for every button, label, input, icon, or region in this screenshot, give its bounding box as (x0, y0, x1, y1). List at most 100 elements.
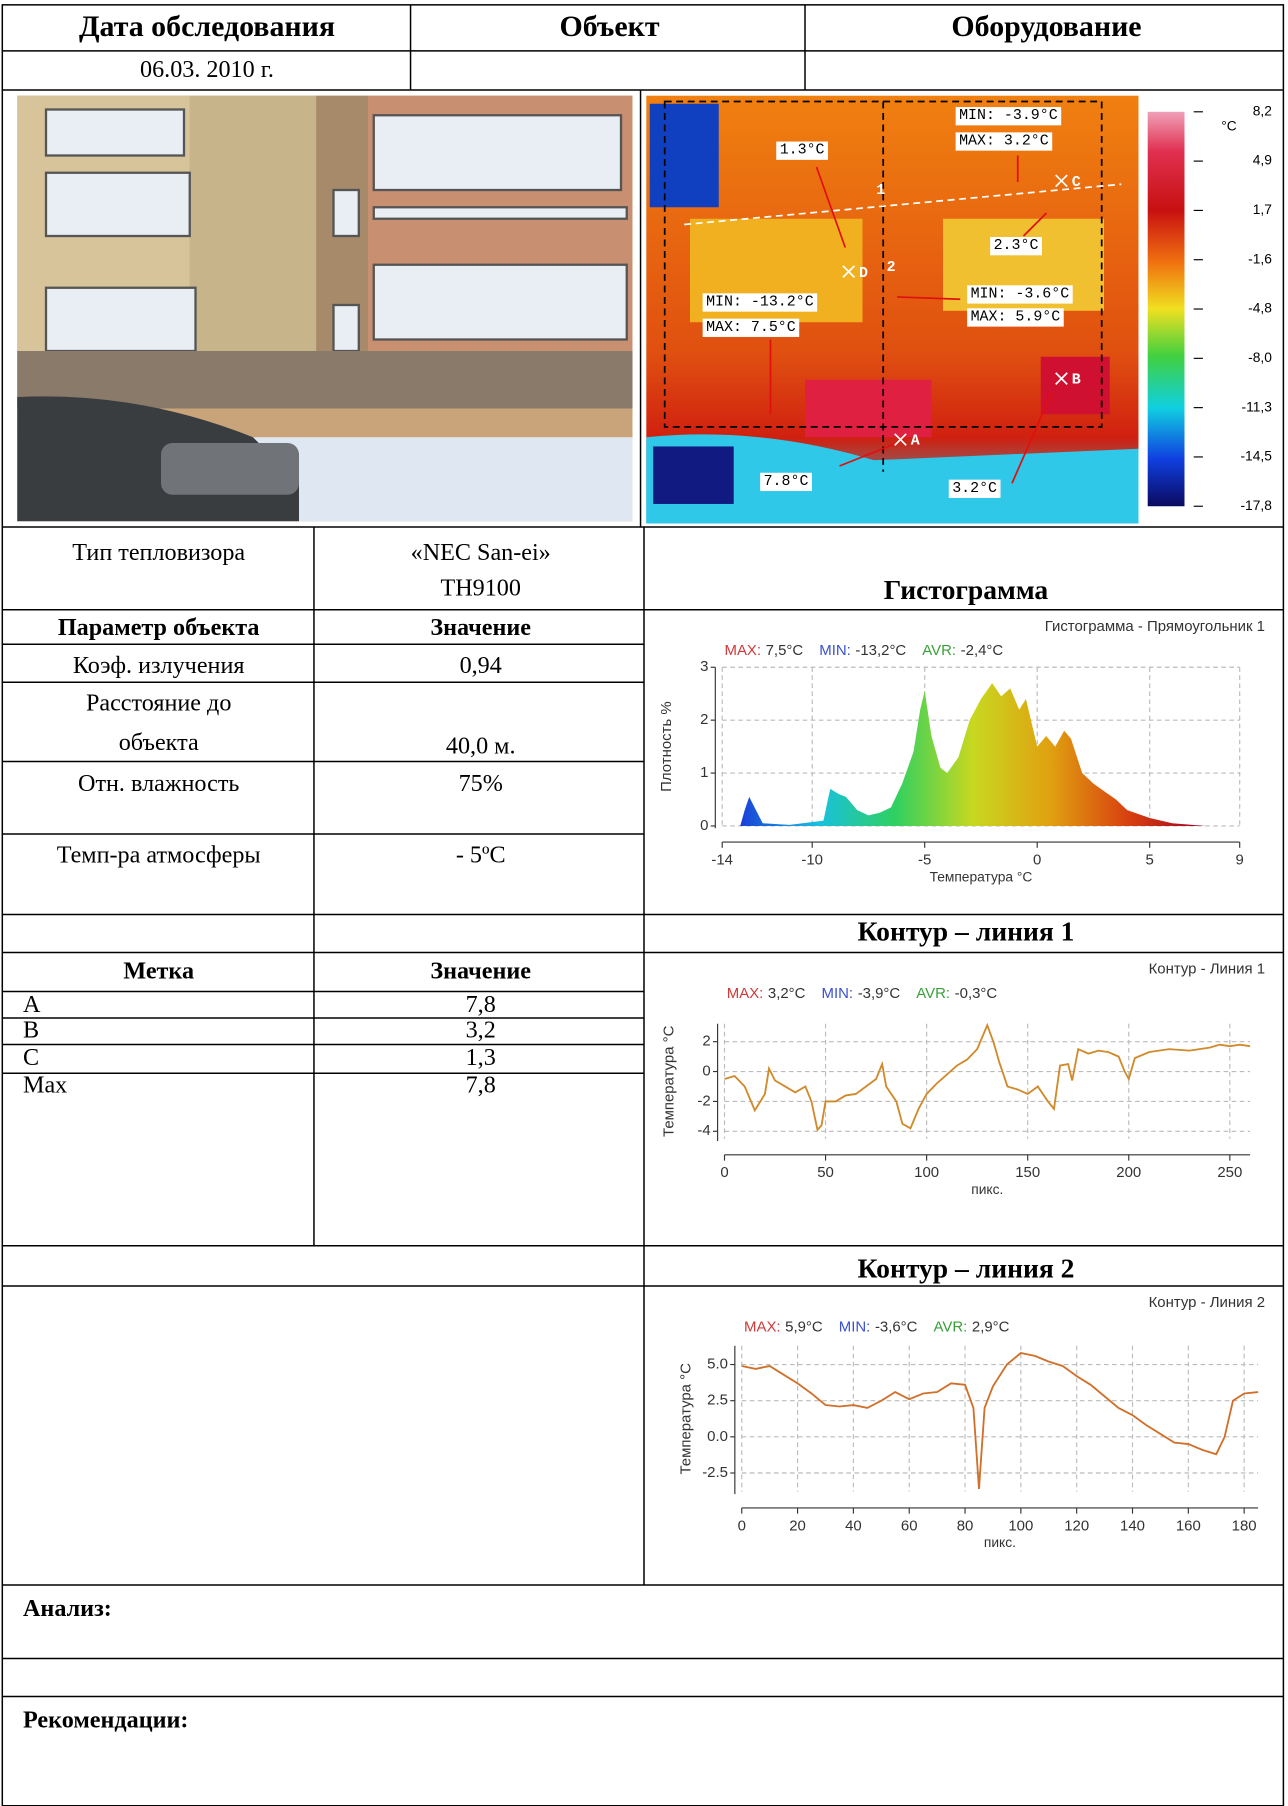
scale-label: -1,6 (1248, 251, 1272, 266)
line-label: 2 (887, 260, 896, 276)
x-tick-label: 180 (1232, 1517, 1257, 1534)
scale-label: -14,5 (1240, 449, 1272, 464)
x-tick-label: 200 (1116, 1164, 1141, 1181)
thermo-annotation: MAX: 3.2°C (959, 134, 1049, 150)
stat-value: -2,4°C (961, 642, 1004, 659)
thermo-annotation: 1.3°C (780, 143, 825, 159)
y-tick-label: 0 (702, 1062, 710, 1079)
table-borders (1, 4, 1285, 1806)
cell-text: Тип тепловизора (72, 539, 245, 566)
y-tick-label: 2 (700, 711, 708, 728)
x-axis-label: пикс. (971, 1182, 1003, 1197)
scale-label: -17,8 (1240, 498, 1272, 513)
chart-heading: Гистограмма (884, 574, 1049, 605)
annotation-box (955, 132, 1053, 151)
x-tick-label: -14 (711, 851, 733, 868)
x-tick-label: 20 (789, 1517, 806, 1534)
chart: Гистограмма - Прямоугольник 1 MAX: 7,5°C MI… (658, 618, 1265, 884)
stat-value: 3,2°C (768, 985, 806, 1002)
stat-label: AVR: (934, 1318, 968, 1335)
thermo-annotation: MIN: -13.2°C (706, 295, 814, 311)
x-tick-label: 60 (901, 1517, 918, 1534)
x-tick-label: 250 (1217, 1164, 1242, 1181)
annotation-box (967, 285, 1073, 304)
scale-label: 1,7 (1253, 202, 1272, 217)
marker-cross (842, 265, 856, 279)
stat-label: MIN: (819, 642, 851, 659)
x-tick-label: 140 (1120, 1517, 1145, 1534)
stat-label: AVR: (922, 642, 956, 659)
profile-line (741, 1351, 1259, 1489)
x-tick-label: 9 (1236, 851, 1244, 868)
x-axis-label: пикс. (984, 1535, 1016, 1550)
cell-text: B (23, 1016, 39, 1043)
y-tick-label: 0 (700, 817, 708, 834)
annotation-box (990, 237, 1042, 256)
marker-cross (1055, 174, 1068, 188)
cell-text: Max (23, 1072, 67, 1099)
stat-value: 5,9°C (785, 1318, 823, 1335)
cell-text: «NEC San-ei» (411, 539, 551, 566)
x-tick-label: 80 (957, 1517, 974, 1534)
cell-text: 7,8 (466, 991, 496, 1018)
line-label: 1 (876, 183, 885, 199)
thermo-annotation: 3.2°C (952, 481, 997, 497)
stat-label: MIN: (839, 1318, 871, 1335)
header-label: Дата обследования (79, 10, 335, 43)
scale-label: -11,3 (1242, 399, 1273, 414)
x-tick-label: 120 (1064, 1517, 1089, 1534)
scale-unit: °C (1221, 118, 1237, 133)
marker-cross (1055, 372, 1068, 385)
column-header: Метка (123, 958, 194, 985)
x-tick-label: 160 (1176, 1517, 1201, 1534)
annotation-box (760, 472, 812, 492)
x-tick-label: 0 (1033, 851, 1041, 868)
cell-text: 3,2 (466, 1016, 496, 1043)
cell-text: A (23, 991, 41, 1018)
stat-label: MAX: (725, 642, 762, 659)
stat-value: -3,6°C (875, 1318, 918, 1335)
x-tick-label: 5 (1146, 851, 1154, 868)
x-tick-label: -5 (918, 851, 931, 868)
y-axis-label: Плотность % (658, 701, 675, 792)
thermo-annotation: MIN: -3.6°C (971, 286, 1070, 302)
chart-title: Контур - Линия 1 (1149, 961, 1265, 978)
y-tick-label: -4 (697, 1122, 710, 1139)
thermo-annotation: MAX: 7.5°C (706, 320, 796, 336)
thermo-annotation: MIN: -3.9°C (959, 108, 1058, 124)
cell-text: 0,94 (460, 652, 502, 679)
stat-label: MIN: (822, 985, 854, 1002)
cell-text: C (23, 1044, 39, 1071)
thermo-annotation: MAX: 5.9°C (971, 309, 1061, 325)
photo (17, 95, 633, 522)
annotation-box (702, 318, 800, 337)
y-axis-label: Температура °C (660, 1025, 677, 1137)
x-tick-label: 40 (845, 1517, 862, 1534)
annotation-box (967, 308, 1064, 327)
cell-text: Темп-ра атмосферы (57, 842, 261, 869)
column-header: Значение (430, 958, 531, 985)
chart-title: Контур - Линия 2 (1149, 1294, 1265, 1311)
cell-text: TH9100 (440, 575, 520, 602)
y-tick-label: 2.5 (707, 1392, 728, 1409)
scale-label: -8,0 (1248, 350, 1272, 365)
x-axis-label: Температура °C (930, 869, 1033, 884)
scale-label: 8,2 (1253, 103, 1272, 118)
column-header: Значение (430, 614, 531, 641)
cell-text: объекта (119, 729, 199, 756)
y-axis-label: Температура °C (678, 1363, 695, 1475)
marker-label: B (1072, 373, 1081, 389)
y-tick-label: 2 (702, 1033, 710, 1050)
cell-text: 75% (459, 770, 503, 797)
scale-label: -4,8 (1248, 301, 1272, 316)
stat-value: 7,5°C (766, 642, 804, 659)
y-tick-label: -2.5 (702, 1464, 728, 1481)
cell-text: 7,8 (466, 1072, 496, 1099)
x-tick-label: 50 (817, 1164, 834, 1181)
stat-value: -0,3°C (955, 985, 998, 1002)
annotation-box (776, 141, 829, 160)
y-tick-label: 0.0 (707, 1428, 728, 1445)
